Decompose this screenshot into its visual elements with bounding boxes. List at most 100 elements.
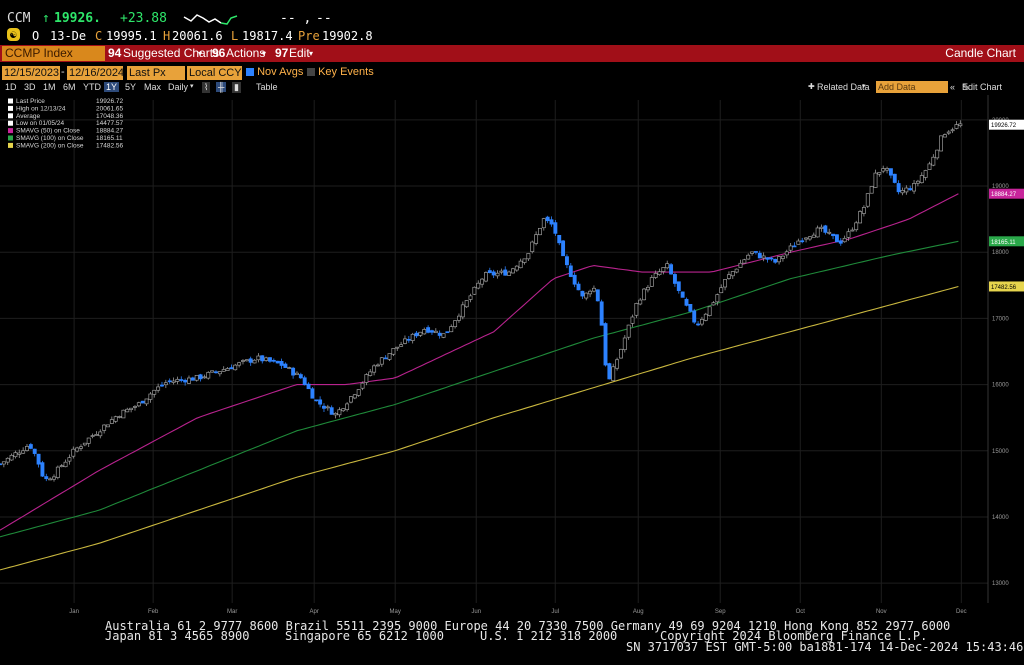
actions-menu[interactable]: Actions <box>226 46 266 60</box>
candle-body <box>117 416 122 418</box>
candle-body <box>676 281 681 291</box>
start-date-input[interactable]: 12/15/2023 <box>2 66 60 80</box>
legend-label: High on 12/13/24 <box>16 105 66 112</box>
candle-body <box>36 453 41 465</box>
legend-swatch <box>8 105 13 111</box>
candle-body <box>823 225 828 233</box>
candle-body <box>769 257 774 260</box>
collapse-icon[interactable]: « <box>950 82 956 92</box>
interval-select[interactable]: Daily <box>168 82 189 92</box>
candle-body <box>194 374 199 381</box>
y-tick-label: 15000 <box>992 449 1009 455</box>
candle-body <box>17 452 22 455</box>
candle-body <box>800 240 805 243</box>
candle-body <box>780 255 785 259</box>
legend-value: 17482.56 <box>96 142 123 149</box>
candle-body <box>329 407 334 415</box>
candle-body <box>807 236 812 240</box>
candle-body <box>113 416 118 422</box>
quote-header: CCM ↑ 19926. +23.88 -- , -- <box>0 8 1024 28</box>
candle-body <box>618 348 623 359</box>
legend-value: 18165.11 <box>96 135 123 142</box>
candle-body <box>94 434 99 436</box>
candle-body <box>777 256 782 263</box>
candle-body <box>703 313 708 321</box>
candle-body <box>356 389 361 396</box>
candle-body <box>48 478 53 481</box>
actions-num: 96 <box>212 46 226 60</box>
candle-body <box>399 344 404 347</box>
table-button[interactable]: Table <box>256 82 278 92</box>
x-tick-label: Oct <box>796 609 806 615</box>
candle-body <box>719 287 724 294</box>
candle-body <box>912 183 917 192</box>
add-data-input[interactable]: Add Data <box>876 81 948 93</box>
period-1d[interactable]: 1D <box>5 82 17 92</box>
candle-body <box>927 163 932 170</box>
candle-body <box>811 234 816 238</box>
key-events-checkbox[interactable]: Key Events <box>307 66 374 78</box>
price-chart[interactable]: 2000019000180001700016000150001400013000… <box>0 95 1024 618</box>
end-date-input[interactable]: 12/16/2024 <box>67 66 125 80</box>
candle-body <box>55 466 60 478</box>
candle-body <box>761 255 766 259</box>
candle-body <box>410 333 415 341</box>
legend-swatch <box>8 120 13 126</box>
line-chart-icon[interactable]: ⌇ <box>202 82 211 93</box>
candle-chart-icon[interactable]: ╫ <box>216 82 227 92</box>
field-select[interactable]: Last Px <box>127 66 185 80</box>
candle-body <box>669 264 674 275</box>
candle-body <box>711 302 716 306</box>
quote-badge-icon[interactable]: ☯ <box>7 28 20 41</box>
y-tick-label: 18000 <box>992 250 1009 256</box>
candle-body <box>341 408 346 412</box>
y-tick-label: 17000 <box>992 316 1009 322</box>
period-max[interactable]: Max <box>144 82 162 92</box>
candle-body <box>792 245 797 248</box>
candle-body <box>163 382 168 386</box>
legend-value: 18884.27 <box>96 128 123 135</box>
candle-body <box>696 323 701 326</box>
open-label: O <box>32 29 40 43</box>
candle-body <box>904 187 909 193</box>
period-3d[interactable]: 3D <box>24 82 36 92</box>
edit-menu[interactable]: Edit <box>289 46 310 60</box>
period-5y[interactable]: 5Y <box>125 82 137 92</box>
candle-body <box>680 291 685 298</box>
x-tick-label: Feb <box>148 609 159 615</box>
candle-body <box>622 337 627 351</box>
period-1m[interactable]: 1M <box>43 82 56 92</box>
candle-body <box>626 324 631 338</box>
candle-body <box>190 377 195 381</box>
candle-body <box>757 252 762 259</box>
candle-body <box>827 231 832 234</box>
related-data-button[interactable]: Related Data <box>817 82 870 92</box>
currency-select[interactable]: Local CCY <box>187 66 242 80</box>
candle-body <box>395 346 400 349</box>
period-1y[interactable]: 1Y <box>104 82 120 92</box>
candle-body <box>268 357 272 362</box>
candle-body <box>109 419 114 424</box>
candle-body <box>406 338 411 341</box>
suggested-charts-menu[interactable]: Suggested Charts <box>123 46 220 60</box>
chevron-down-icon: ▾ <box>862 83 866 90</box>
security-input[interactable]: CCMP Index <box>2 46 105 61</box>
low-prefix: L <box>231 29 239 43</box>
candle-body <box>244 359 249 362</box>
footer: Australia 61 2 9777 8600 Brazil 5511 239… <box>0 618 1024 665</box>
legend-label: SMAVG (100) on Close <box>16 135 84 142</box>
candle-body <box>256 355 261 361</box>
period-ytd[interactable]: YTD <box>83 82 101 92</box>
candle-body <box>75 447 80 452</box>
candle-body <box>210 370 215 373</box>
period-6m[interactable]: 6M <box>63 82 76 92</box>
candle-body <box>460 304 465 318</box>
candle-body <box>946 131 951 134</box>
bar-chart-icon[interactable]: ▮ <box>232 82 241 93</box>
candle-body <box>885 168 890 171</box>
nov-avgs-checkbox[interactable]: Nov Avgs <box>246 66 303 78</box>
candle-body <box>784 251 789 256</box>
menu-bar: 94 Suggested Charts ▾ 96 Actions ▾ 97 Ed… <box>0 45 1024 62</box>
legend-swatch <box>8 113 13 119</box>
candle-body <box>383 357 388 360</box>
